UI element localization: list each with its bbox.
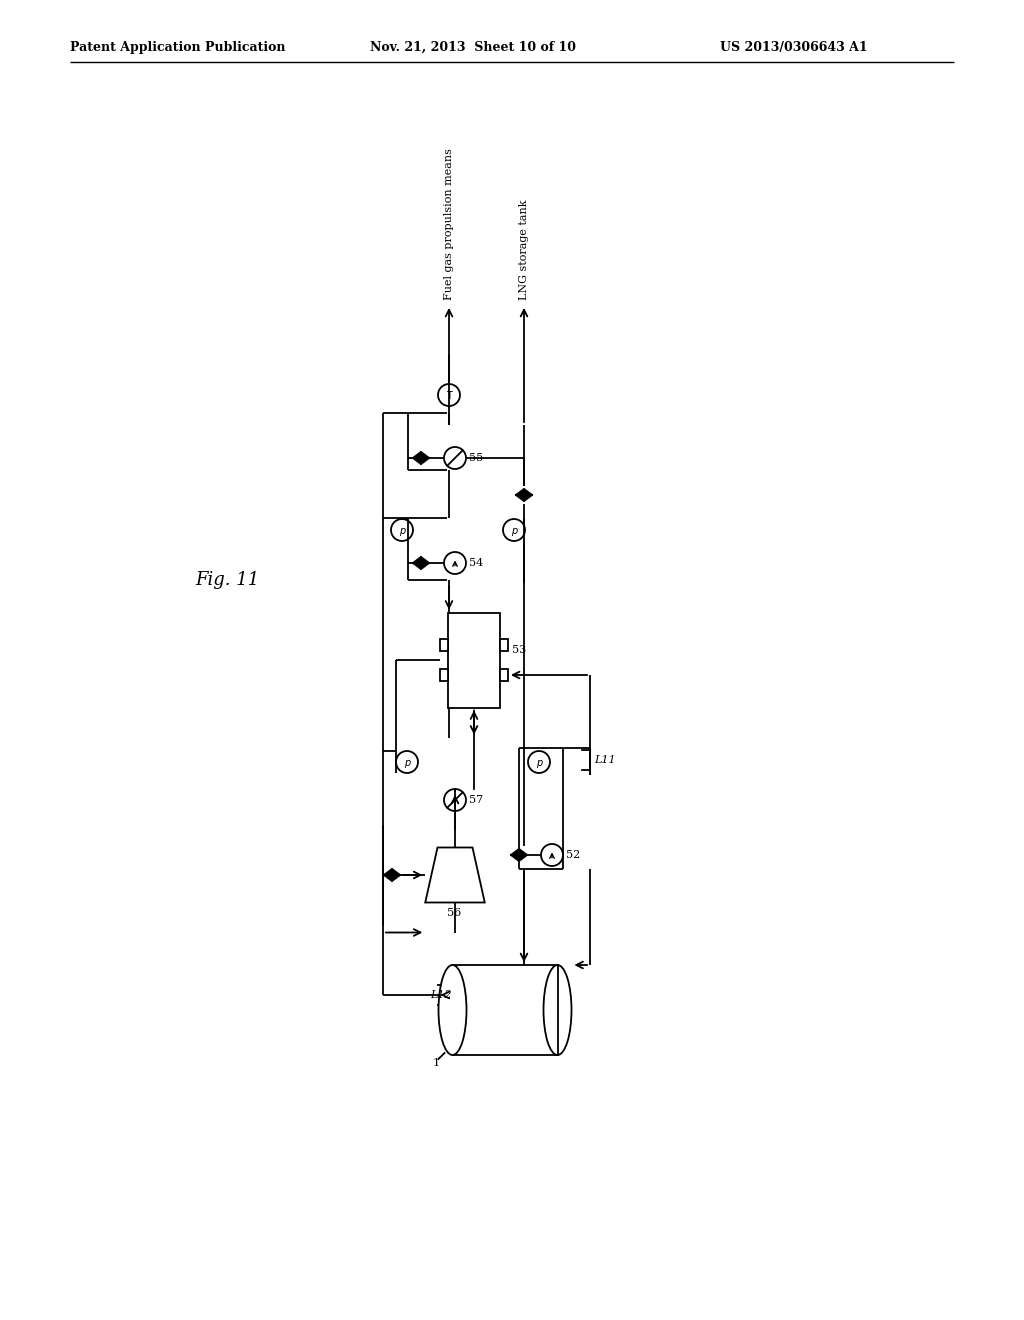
Polygon shape [412, 451, 421, 465]
Ellipse shape [438, 965, 467, 1055]
Text: 1: 1 [432, 1059, 439, 1068]
Polygon shape [421, 451, 430, 465]
Text: 56: 56 [447, 908, 461, 917]
Text: LNG storage tank: LNG storage tank [519, 199, 529, 300]
Polygon shape [392, 869, 401, 882]
Text: p: p [399, 525, 406, 536]
Text: Nov. 21, 2013  Sheet 10 of 10: Nov. 21, 2013 Sheet 10 of 10 [370, 41, 575, 54]
Text: 53: 53 [512, 645, 526, 655]
Bar [440, 639, 449, 651]
Polygon shape [412, 556, 421, 570]
Polygon shape [524, 488, 534, 502]
Text: L12: L12 [430, 990, 452, 1001]
Polygon shape [515, 488, 524, 502]
Text: 57: 57 [469, 795, 483, 805]
Polygon shape [510, 849, 519, 862]
Polygon shape [519, 849, 528, 862]
Text: 55: 55 [469, 453, 483, 463]
Text: L11: L11 [594, 755, 615, 766]
Bar [449, 612, 500, 708]
Text: Patent Application Publication: Patent Application Publication [70, 41, 286, 54]
Polygon shape [383, 869, 392, 882]
Polygon shape [421, 556, 430, 570]
Text: Fuel gas propulsion means: Fuel gas propulsion means [444, 148, 454, 300]
Text: 54: 54 [469, 558, 483, 568]
Bar [500, 669, 508, 681]
Bar [453, 965, 557, 1055]
Text: p: p [403, 758, 411, 768]
Text: US 2013/0306643 A1: US 2013/0306643 A1 [720, 41, 867, 54]
Bar [440, 669, 449, 681]
Text: p: p [511, 525, 517, 536]
Text: Fig. 11: Fig. 11 [195, 572, 259, 589]
Text: 52: 52 [566, 850, 581, 861]
Bar [500, 639, 508, 651]
Text: T: T [446, 391, 452, 401]
Text: p: p [536, 758, 542, 768]
